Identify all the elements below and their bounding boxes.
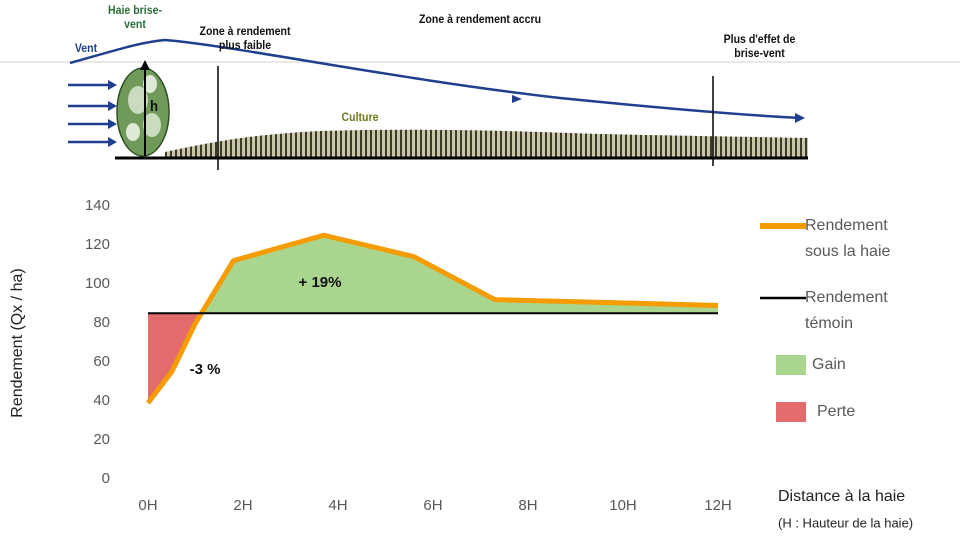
y-tick-label: 80: [93, 314, 110, 331]
y-tick-label: 40: [93, 392, 110, 409]
wind-arrow-heads: [108, 80, 117, 147]
x-tick-label: 6H: [423, 497, 442, 514]
y-tick-label: 120: [85, 236, 110, 253]
y-tick-label: 60: [93, 353, 110, 370]
arrow-head: [512, 95, 522, 103]
x-axis-label: Distance à la haie: [778, 488, 905, 505]
legend-label: Rendement sous la haie: [805, 217, 891, 260]
wind-label: Vent: [74, 41, 98, 55]
zone-end-label: Plus d'effet de brise-vent: [723, 32, 796, 60]
annotation: + 19%: [299, 274, 342, 291]
x-tick-label: 8H: [518, 497, 537, 514]
x-tick-label: 12H: [704, 497, 732, 514]
crop: [165, 129, 808, 158]
hedge: [116, 67, 170, 157]
y-tick-label: 0: [102, 470, 110, 487]
wind-line: [69, 38, 801, 120]
arrow-head: [795, 113, 805, 123]
x-tick-label: 2H: [233, 497, 252, 514]
legend-label: Gain: [812, 356, 846, 373]
annotation: -3 %: [190, 361, 221, 378]
y-tick-label: 100: [85, 275, 110, 292]
x-tick-label: 10H: [609, 497, 637, 514]
yield-line: [146, 232, 719, 405]
y-tick-label: 140: [85, 197, 110, 214]
wind-arrows: [68, 83, 110, 144]
zone-high-label: Zone à rendement accru: [418, 12, 542, 26]
x-tick-label: 4H: [328, 497, 347, 514]
hedge-label: Haie brise-vent: [107, 3, 162, 31]
legend-label: Rendement témoin: [805, 289, 888, 332]
zone-low-label: Zone à rendement plus faible: [199, 24, 291, 52]
legend-label: Perte: [817, 403, 856, 420]
illustration: [0, 38, 960, 170]
crop-label: Culture: [341, 110, 379, 124]
height-label: h: [149, 98, 159, 115]
y-axis-label: Rendement (Qx / ha): [9, 268, 26, 417]
legend-swatch: [776, 402, 806, 422]
x-tick-label: 0H: [138, 497, 157, 514]
legend-swatch: [776, 355, 806, 375]
x-axis-note: (H : Hauteur de la haie): [778, 515, 913, 530]
y-tick-label: 20: [93, 431, 110, 448]
arrow-head: [140, 60, 150, 70]
gain-area: [201, 235, 718, 314]
